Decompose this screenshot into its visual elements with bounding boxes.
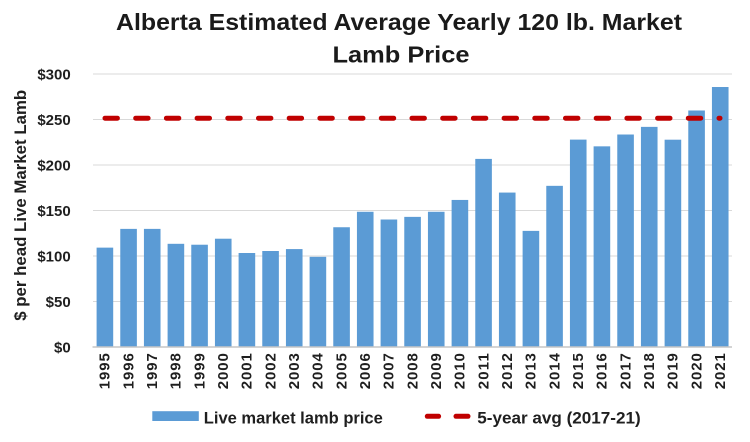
- svg-text:2021: 2021: [712, 353, 729, 389]
- svg-text:Lamb Price: Lamb Price: [333, 41, 470, 67]
- svg-text:2005: 2005: [333, 353, 350, 389]
- svg-text:2019: 2019: [665, 353, 682, 389]
- svg-text:2013: 2013: [523, 353, 540, 389]
- svg-text:5-year avg (2017-21): 5-year avg (2017-21): [477, 408, 640, 427]
- svg-text:2011: 2011: [475, 353, 492, 389]
- svg-text:$300: $300: [37, 66, 70, 83]
- svg-text:2017: 2017: [617, 353, 634, 389]
- svg-text:1996: 1996: [120, 353, 137, 389]
- svg-text:1997: 1997: [144, 353, 161, 389]
- svg-text:2002: 2002: [262, 353, 279, 389]
- svg-text:$200: $200: [37, 157, 70, 174]
- svg-text:2020: 2020: [688, 353, 705, 389]
- svg-text:2014: 2014: [546, 353, 563, 390]
- svg-text:2012: 2012: [499, 353, 516, 389]
- svg-text:$100: $100: [37, 248, 70, 265]
- svg-text:2008: 2008: [404, 353, 421, 389]
- svg-text:2009: 2009: [428, 353, 445, 389]
- svg-text:2003: 2003: [286, 353, 303, 389]
- svg-text:2016: 2016: [594, 353, 611, 389]
- svg-text:2015: 2015: [570, 353, 587, 389]
- svg-text:$250: $250: [37, 112, 70, 129]
- svg-text:$ per head Live Market Lamb: $ per head Live Market Lamb: [12, 90, 30, 321]
- svg-text:$0: $0: [54, 339, 71, 356]
- svg-text:1998: 1998: [168, 353, 185, 389]
- svg-text:$50: $50: [46, 294, 71, 311]
- svg-text:1999: 1999: [191, 353, 208, 389]
- svg-text:2004: 2004: [310, 353, 327, 390]
- svg-text:2000: 2000: [215, 353, 232, 389]
- svg-text:Live market lamb price: Live market lamb price: [204, 408, 383, 427]
- svg-text:Alberta Estimated Average Year: Alberta Estimated Average Yearly 120 lb.…: [116, 9, 682, 35]
- svg-text:2010: 2010: [452, 353, 469, 389]
- svg-text:$150: $150: [37, 203, 70, 220]
- svg-text:1995: 1995: [97, 353, 114, 389]
- svg-text:2006: 2006: [357, 353, 374, 389]
- svg-text:2007: 2007: [381, 353, 398, 389]
- svg-text:2001: 2001: [239, 353, 256, 389]
- svg-text:2018: 2018: [641, 353, 658, 389]
